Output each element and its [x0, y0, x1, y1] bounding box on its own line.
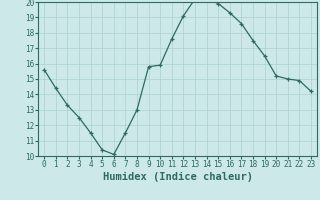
- X-axis label: Humidex (Indice chaleur): Humidex (Indice chaleur): [103, 172, 252, 182]
